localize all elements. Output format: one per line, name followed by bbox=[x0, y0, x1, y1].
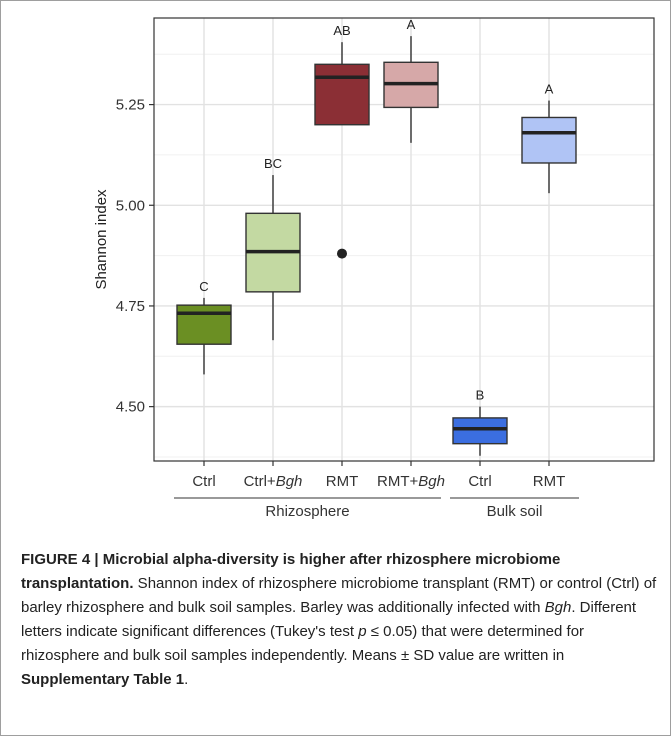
x-tick-label: RMT bbox=[533, 473, 566, 490]
figure-caption: FIGURE 4 | Microbial alpha-diversity is … bbox=[21, 548, 661, 692]
box-2: BC bbox=[245, 156, 301, 341]
caption-text-3: ≤ 0.05) that were determined for rhizosp… bbox=[21, 623, 585, 664]
iqr-box bbox=[521, 116, 577, 164]
significance-letter: A bbox=[407, 17, 416, 32]
y-tick-label: 4.75 bbox=[116, 298, 145, 315]
iqr-box bbox=[452, 417, 508, 445]
box-3: AB bbox=[314, 23, 370, 259]
box-4: A bbox=[383, 17, 439, 143]
caption-end: . bbox=[184, 671, 189, 688]
significance-letter: A bbox=[545, 82, 554, 97]
caption-p-symbol: p bbox=[358, 623, 367, 640]
x-tick-label: Ctrl bbox=[192, 473, 215, 490]
caption-table-ref: Supplementary Table 1 bbox=[21, 671, 185, 688]
plot-border bbox=[153, 17, 655, 462]
x-tick-label: Ctrl bbox=[468, 473, 491, 490]
caption-label: FIGURE 4 | bbox=[21, 551, 99, 568]
group-label: Bulk soil bbox=[487, 503, 543, 520]
x-tick-label: RMT+Bgh bbox=[377, 473, 445, 490]
iqr-box bbox=[176, 304, 232, 345]
caption-text-2: . Different letters indicate significant… bbox=[21, 599, 637, 640]
significance-letter: BC bbox=[264, 156, 282, 171]
box-1: C bbox=[176, 279, 232, 375]
y-tick-label: 5.00 bbox=[116, 197, 145, 214]
y-tick-label: 4.50 bbox=[116, 399, 145, 416]
outlier-point bbox=[337, 248, 347, 259]
x-tick-label: RMT bbox=[326, 473, 359, 490]
box-5: B bbox=[452, 388, 508, 456]
caption-text-1: Shannon index of rhizosphere microbiome … bbox=[21, 575, 657, 616]
iqr-box bbox=[314, 63, 370, 126]
significance-letter: B bbox=[476, 388, 485, 403]
y-axis-label: Shannon index bbox=[93, 189, 110, 290]
caption-pathogen: Bgh bbox=[544, 599, 572, 616]
caption-title: Microbial alpha-diversity is higher afte… bbox=[21, 551, 561, 592]
y-tick-label: 5.25 bbox=[116, 97, 145, 114]
significance-letter: C bbox=[199, 279, 208, 294]
group-label: Rhizosphere bbox=[265, 503, 349, 520]
significance-letter: AB bbox=[333, 23, 350, 38]
box-6: A bbox=[521, 82, 577, 194]
x-tick-label: Ctrl+Bgh bbox=[244, 473, 303, 490]
